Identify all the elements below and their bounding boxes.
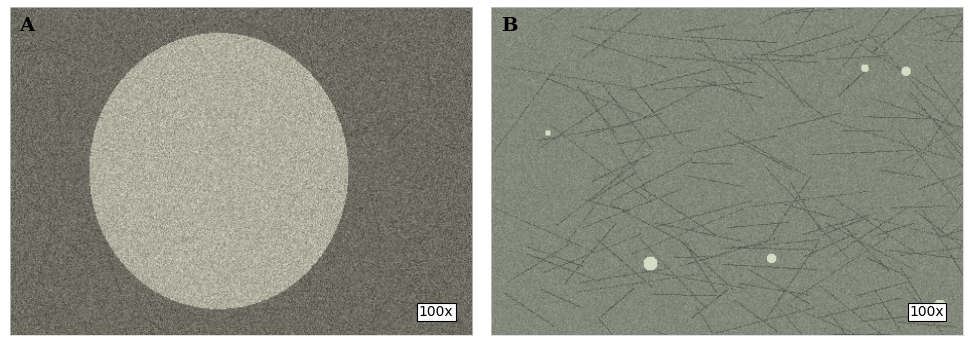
Text: B: B — [501, 17, 518, 35]
Text: A: A — [19, 17, 34, 35]
Text: 100x: 100x — [910, 305, 945, 319]
Text: 100x: 100x — [418, 305, 453, 319]
